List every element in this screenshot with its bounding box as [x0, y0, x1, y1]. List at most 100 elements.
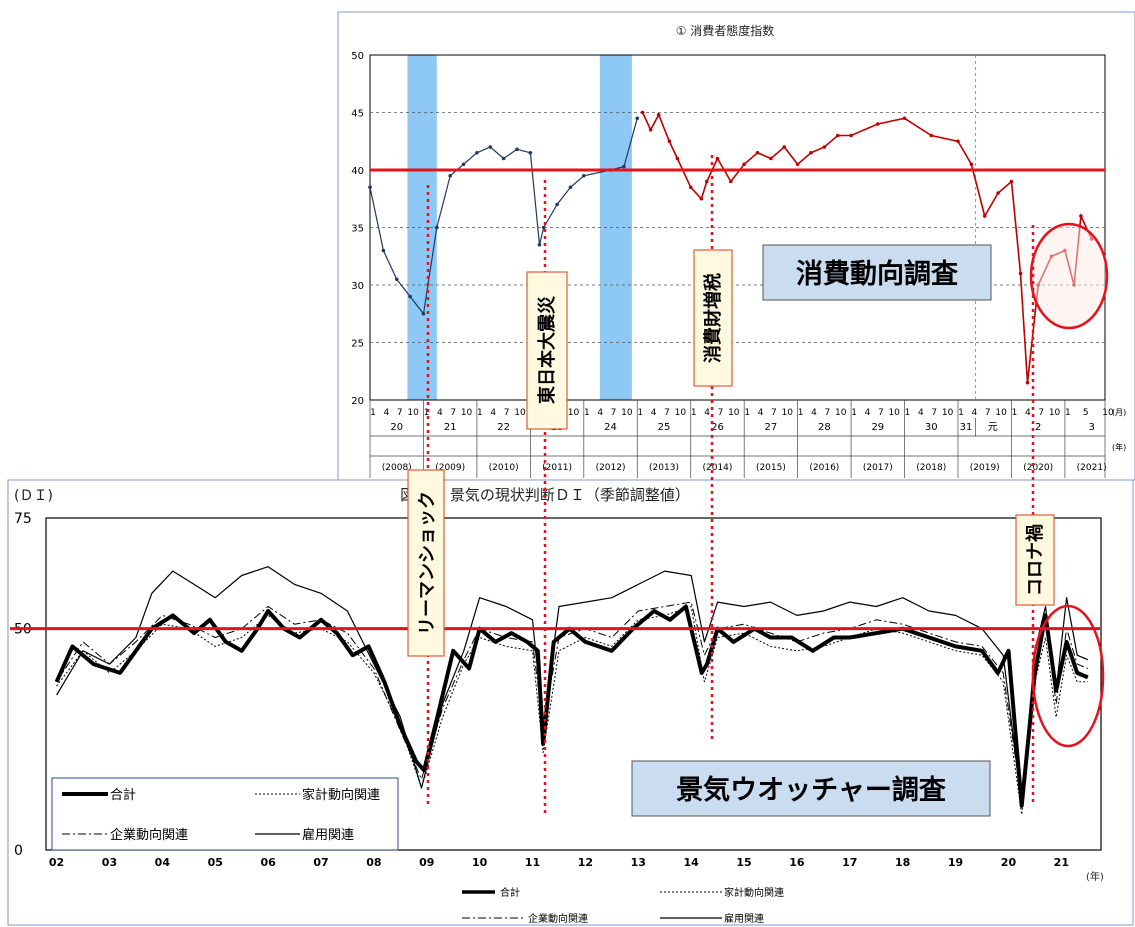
month-tick-label: 10: [888, 408, 900, 418]
upper-data-point: [849, 133, 853, 138]
upper-data-point: [582, 173, 586, 178]
lower-x-tick-label: 15: [736, 856, 751, 869]
month-tick-label: 10: [835, 408, 847, 418]
month-tick-label: 1: [584, 408, 590, 418]
upper-data-point: [1025, 380, 1030, 385]
upper-data-point: [795, 162, 800, 167]
upper-data-point: [822, 145, 827, 149]
lehman-label: リーマンショック: [407, 469, 445, 657]
month-tick-label: 1: [851, 408, 857, 418]
legend-employment: 雇用関連: [302, 827, 354, 843]
upper-data-point: [501, 156, 506, 161]
western-year-label: (2017): [863, 463, 893, 473]
month-tick-label: 4: [758, 408, 764, 418]
upper-data-point: [835, 133, 840, 138]
month-tick-label: 10: [942, 408, 954, 418]
month-tick-label: 7: [878, 408, 884, 418]
upper-data-point: [421, 311, 426, 316]
upper-data-point: [782, 145, 787, 149]
lower-x-tick-label: 02: [49, 856, 64, 869]
lower-y-unit: (ＤＩ): [14, 488, 53, 504]
month-tick-label: 4: [437, 408, 443, 418]
upper-data-point: [640, 110, 645, 115]
month-tick-label: 10: [514, 408, 526, 418]
quake-label: 東日本大震災: [526, 271, 568, 430]
upper-data-point: [488, 145, 493, 149]
month-unit-label: (月): [1112, 408, 1126, 417]
upper-data-point: [541, 225, 546, 230]
era-year-label: 2: [1035, 422, 1041, 433]
lehman-label-text: リーマンショック: [417, 491, 438, 635]
western-year-label: (2013): [649, 463, 679, 473]
corona-label-text: コロナ禍: [1024, 524, 1046, 596]
western-year-label: (2019): [970, 463, 1000, 473]
month-tick-label: 7: [824, 408, 830, 418]
month-tick-label: 10: [675, 408, 687, 418]
upper-data-point: [996, 191, 1000, 195]
month-tick-label: 7: [450, 408, 456, 418]
upper-data-point: [982, 214, 987, 218]
lower-x-tick-label: 17: [842, 856, 857, 869]
month-tick-label: 10: [728, 408, 740, 418]
legend-bottom-corporate: 企業動向関連: [528, 912, 588, 925]
upper-data-point: [675, 156, 680, 161]
legend-bottom-employment: 雇用関連: [724, 912, 764, 925]
western-year-label: (2016): [809, 463, 839, 473]
month-tick-label: 4: [971, 408, 977, 418]
era-year-label: 24: [604, 422, 617, 433]
upper-data-point: [515, 147, 519, 152]
month-tick-label: 7: [611, 408, 617, 418]
month-tick-label: 7: [931, 408, 937, 418]
lower-x-tick-label: 18: [895, 856, 910, 869]
era-year-label: 27: [765, 422, 778, 433]
month-tick-label: 4: [597, 408, 603, 418]
month-tick-label: 10: [461, 408, 473, 418]
month-tick-label: 10: [407, 408, 419, 418]
western-year-label: (2011): [542, 463, 572, 473]
total-line: [54, 604, 1089, 808]
lower-x-tick-label: 11: [525, 856, 540, 869]
month-tick-label: 1: [1065, 408, 1071, 418]
lower-x-unit: (年): [1086, 870, 1104, 883]
lower-legend-bottom: 合計 家計動向関連 企業動向関連 雇用関連: [462, 886, 784, 925]
month-tick-label: 7: [985, 408, 991, 418]
upper-data-point: [929, 133, 934, 138]
tax-label-text: 消費財増税: [702, 273, 724, 363]
month-tick-label: 4: [383, 408, 389, 418]
western-year-label: (2012): [596, 463, 626, 473]
upper-data-point: [969, 162, 974, 167]
western-year-label: (2020): [1023, 463, 1053, 473]
upper-y-tick-label: 40: [351, 166, 364, 177]
month-tick-label: 4: [704, 408, 710, 418]
month-tick-label: 7: [771, 408, 777, 418]
western-year-label: (2018): [916, 463, 946, 473]
upper-y-tick-label: 25: [351, 339, 364, 350]
lower-x-tick-label: 05: [208, 856, 223, 869]
upper-data-point: [555, 202, 559, 207]
western-year-label: (2014): [702, 463, 732, 473]
month-tick-label: 7: [504, 408, 510, 418]
month-tick-label: 1: [798, 408, 804, 418]
lower-chart-frame: [7, 479, 1134, 926]
lower-legend-box: 合計 家計動向関連 企業動向関連 雇用関連: [51, 777, 399, 851]
upper-chart-title: ① 消費者態度指数: [676, 23, 775, 38]
month-tick-label: 4: [918, 408, 924, 418]
month-tick-label: 4: [1025, 408, 1031, 418]
month-tick-label: 10: [568, 408, 580, 418]
upper-data-point: [667, 139, 672, 144]
upper-y-tick-label: 30: [351, 281, 364, 292]
lower-x-tick-label: 08: [366, 856, 381, 869]
month-tick-label: 7: [718, 408, 724, 418]
upper-data-point: [408, 294, 412, 299]
corona-label: コロナ禍: [1015, 514, 1055, 606]
western-year-label: (2009): [435, 463, 465, 473]
month-tick-label: 10: [1102, 408, 1114, 418]
lower-x-tick-label: 16: [789, 856, 805, 869]
month-tick-label: 4: [811, 408, 817, 418]
legend-total: 合計: [110, 787, 136, 803]
upper-data-point: [537, 242, 542, 247]
era-year-label: 31: [960, 422, 973, 433]
upper-data-point: [755, 150, 760, 155]
month-tick-label: 4: [651, 408, 657, 418]
lower-plot-area: [45, 517, 1102, 851]
